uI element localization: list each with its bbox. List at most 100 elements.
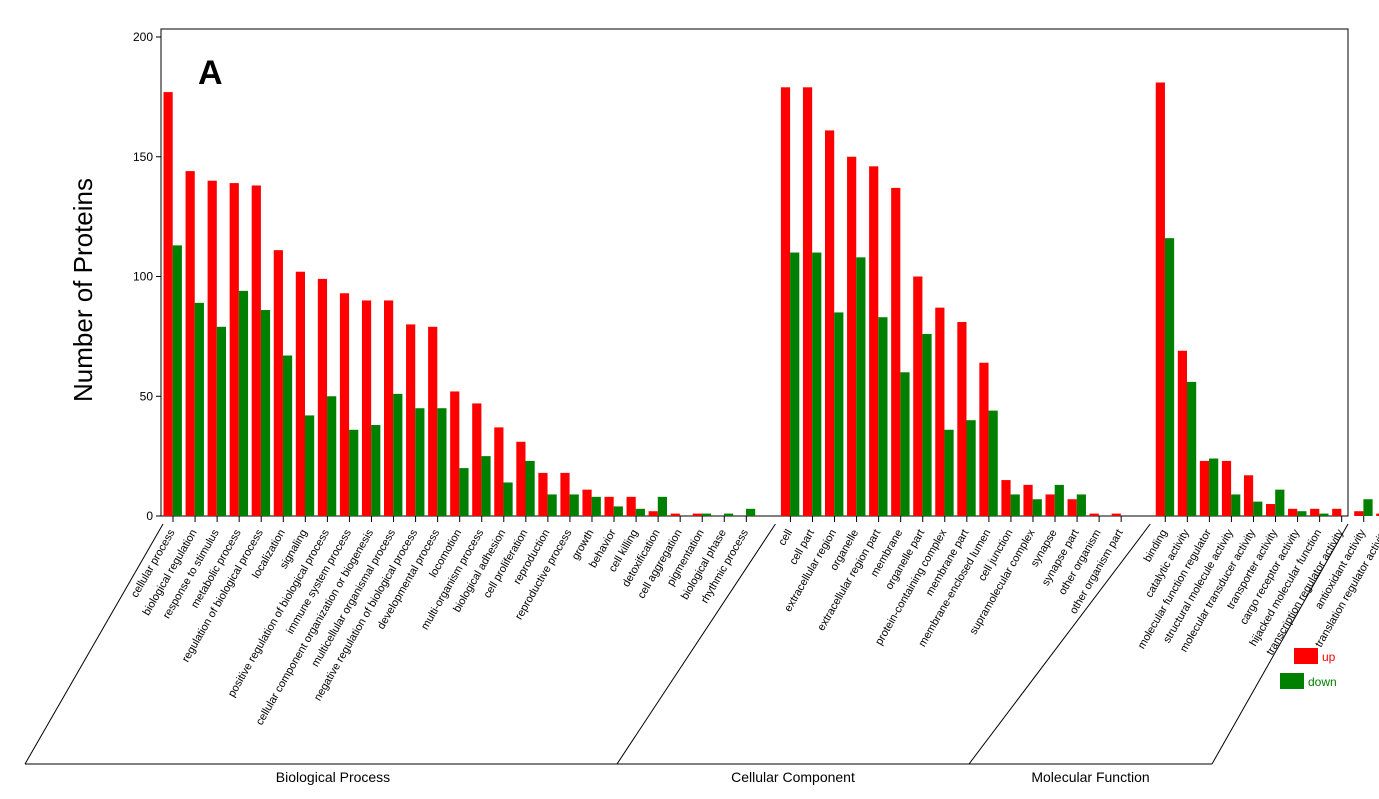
group-bracket-edge (968, 523, 1151, 765)
bar-up (1376, 513, 1379, 516)
bar-down (1363, 499, 1373, 516)
group-brackets: Biological Process Cellular Component Mole… (24, 523, 1349, 785)
category-label: cell (776, 528, 795, 548)
bar-down (194, 302, 204, 516)
legend-label-down: down (1308, 675, 1337, 689)
bar-up (295, 271, 305, 516)
bar-up (1001, 480, 1011, 516)
bar-down (481, 456, 491, 516)
bar-down (569, 494, 579, 516)
bar-up (1221, 460, 1232, 516)
bar-up (163, 92, 173, 517)
bar-down (238, 290, 249, 516)
bar-up (1111, 513, 1121, 516)
bar-down (1054, 484, 1064, 516)
bar-up (869, 166, 879, 516)
bar-down (1231, 494, 1241, 516)
bar-down (1297, 511, 1307, 516)
bar-up (957, 322, 967, 516)
group-bracket-edge (24, 523, 164, 765)
bar-up (472, 403, 482, 516)
bar-up (494, 427, 504, 516)
bar-up (185, 171, 195, 516)
bar-down (878, 317, 888, 516)
bar-down (1032, 499, 1042, 516)
bar-up (1155, 82, 1165, 516)
bar-up (825, 130, 835, 516)
group-bracket-edge (616, 523, 776, 765)
y-tick-label: 200 (133, 30, 153, 44)
bar-up (1243, 475, 1254, 516)
bar-down (305, 415, 315, 516)
bar-down (349, 429, 359, 516)
bar-down (260, 310, 271, 516)
bar-down (525, 460, 535, 516)
bar-up (229, 183, 239, 516)
bar-down (922, 333, 932, 516)
bar-up (560, 472, 570, 516)
bar-down (1253, 501, 1263, 516)
bar-down (371, 424, 381, 516)
bar-down (591, 496, 601, 516)
bar-up (384, 300, 394, 516)
bar-up (1089, 513, 1099, 516)
bar-down (437, 408, 447, 516)
bar-up (670, 513, 680, 516)
bar-up (1332, 508, 1342, 516)
legend: up down (1280, 648, 1337, 689)
bar-up (1067, 499, 1077, 516)
bar-down (701, 513, 712, 516)
bar-down (900, 372, 910, 516)
bar-down (790, 252, 800, 517)
bar-up (1266, 504, 1276, 516)
bar-up (692, 513, 702, 516)
bar-down (812, 252, 822, 517)
bar-up (450, 391, 460, 516)
bar-up (1199, 460, 1210, 516)
bar-down (547, 494, 557, 516)
group-bracket-edge (1211, 523, 1349, 765)
bar-up (1045, 494, 1055, 516)
bar-up (361, 300, 372, 516)
bar-down (393, 393, 403, 516)
y-tick-label: 0 (146, 509, 153, 523)
bar-down (1319, 513, 1329, 516)
bar-up (1177, 350, 1187, 516)
bar-up (979, 362, 989, 516)
bar-up (1023, 484, 1033, 516)
bar-down (944, 429, 954, 516)
bar-up (1288, 508, 1298, 516)
bar-up (251, 185, 261, 517)
bar-down (856, 257, 866, 516)
y-axis-label: Number of Proteins (68, 178, 98, 402)
bar-up (626, 496, 636, 516)
bar-down (415, 408, 425, 516)
bar-down (613, 506, 623, 516)
bar-down (1209, 458, 1219, 516)
bar-down (723, 513, 734, 516)
bar-down (635, 508, 645, 516)
bar-up (780, 87, 791, 517)
bar-down (988, 410, 998, 516)
bar-up (847, 156, 857, 516)
group-label: Biological Process (276, 769, 390, 785)
legend-swatch-down (1280, 673, 1304, 689)
bar-up (317, 278, 328, 516)
bar-up (582, 489, 592, 516)
y-tick-label: 100 (133, 270, 153, 284)
bar-up (913, 276, 923, 516)
group-label: Cellular Component (731, 769, 855, 785)
legend-label-up: up (1322, 650, 1336, 664)
bar-up (1310, 508, 1320, 516)
bar-down (459, 468, 469, 516)
panel-label: A (198, 54, 223, 92)
bar-down (216, 326, 226, 516)
bar-up (273, 250, 283, 516)
bar-down (327, 396, 337, 516)
bar-up (802, 87, 813, 517)
bar-up (406, 324, 416, 516)
bar-up (428, 326, 438, 516)
bars (163, 82, 1379, 517)
bar-up (648, 511, 658, 516)
